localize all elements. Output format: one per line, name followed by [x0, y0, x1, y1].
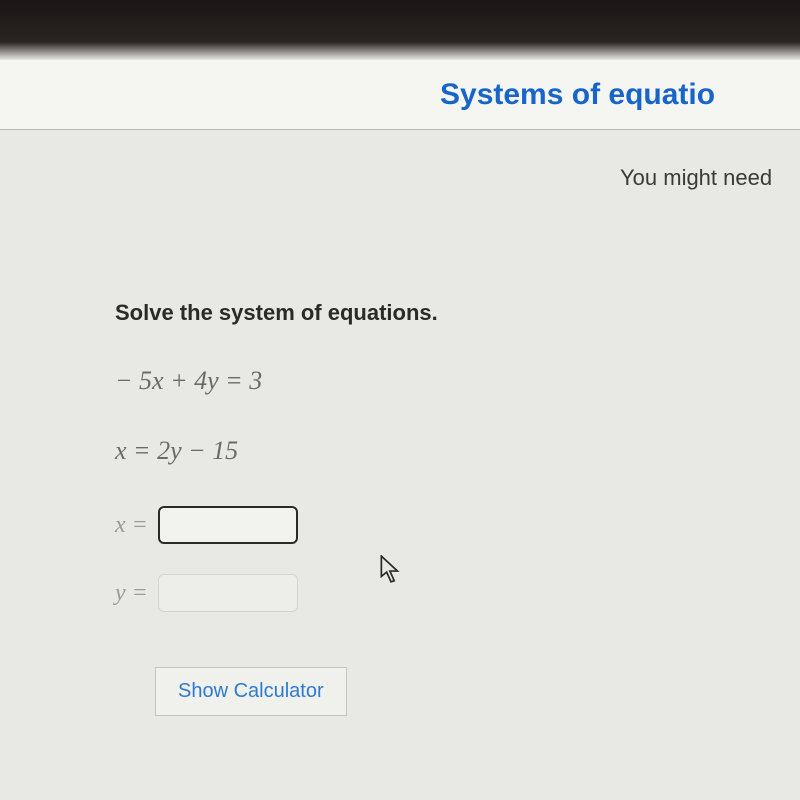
- y-label: y =: [115, 580, 148, 607]
- y-input[interactable]: [158, 574, 298, 612]
- equation-1: − 5x + 4y = 3: [115, 366, 760, 396]
- page-title: Systems of equatio: [440, 78, 715, 112]
- show-calculator-button[interactable]: Show Calculator: [155, 667, 347, 716]
- page-header: Systems of equatio: [0, 60, 800, 130]
- x-input[interactable]: [158, 506, 298, 544]
- problem-prompt: Solve the system of equations.: [115, 300, 760, 326]
- x-answer-row: x =: [115, 506, 760, 544]
- x-label: x =: [115, 512, 148, 539]
- subheader-text: You might need: [620, 165, 772, 191]
- y-answer-row: y =: [115, 574, 760, 612]
- dark-top-region: [0, 0, 800, 60]
- equation-2: x = 2y − 15: [115, 436, 760, 466]
- problem-content: Solve the system of equations. − 5x + 4y…: [115, 300, 760, 716]
